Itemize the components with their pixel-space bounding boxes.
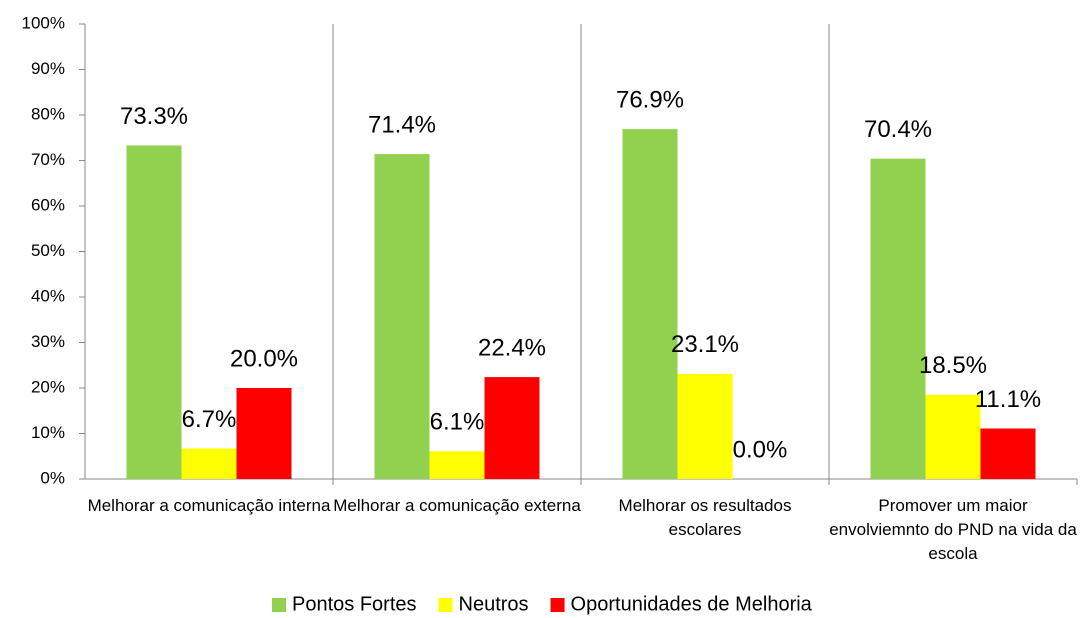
y-tick-label: 70%: [31, 150, 65, 169]
y-tick-label: 50%: [31, 241, 65, 260]
bar: [181, 448, 237, 479]
y-tick-label: 30%: [31, 332, 65, 351]
bar: [925, 394, 981, 479]
data-label: 0.0%: [733, 436, 788, 463]
legend-label: Neutros: [459, 593, 529, 615]
legend-label: Pontos Fortes: [292, 593, 417, 615]
x-tick-label: Promover um maior envolviemnto do PND na…: [829, 496, 1077, 563]
x-tick-label: Melhorar a comunicação externa: [333, 496, 581, 515]
data-label: 73.3%: [120, 103, 188, 130]
data-label: 23.1%: [671, 331, 739, 358]
legend-swatch: [272, 598, 286, 612]
legend-label: Oportunidades de Melhoria: [571, 593, 813, 615]
y-tick-label: 80%: [31, 104, 65, 123]
legend-swatch: [550, 598, 565, 612]
data-label: 18.5%: [919, 352, 987, 379]
y-tick-label: 10%: [31, 423, 65, 442]
bar: [622, 129, 678, 480]
data-label: 70.4%: [864, 116, 932, 143]
y-tick-label: 40%: [31, 286, 65, 305]
bar: [429, 451, 485, 479]
bar: [236, 388, 292, 479]
bar: [126, 145, 182, 480]
bar: [870, 158, 926, 479]
y-tick-label: 60%: [31, 195, 65, 214]
y-tick-label: 0%: [40, 468, 65, 487]
bar: [484, 377, 540, 479]
data-label: 71.4%: [368, 111, 436, 138]
y-tick-label: 20%: [31, 377, 65, 396]
y-tick-label: 100%: [22, 13, 65, 32]
y-tick-label: 90%: [31, 59, 65, 78]
x-tick-label: Melhorar os resultados escolares: [618, 496, 792, 539]
data-label: 6.1%: [430, 409, 485, 436]
bar: [677, 373, 733, 479]
data-label: 11.1%: [975, 386, 1041, 413]
data-label: 76.9%: [616, 86, 684, 113]
data-label: 6.7%: [182, 406, 237, 433]
x-tick-label: Melhorar a comunicação interna: [87, 496, 331, 515]
data-label: 20.0%: [230, 345, 298, 372]
bar: [980, 428, 1036, 479]
data-label: 22.4%: [478, 334, 546, 361]
legend-swatch: [438, 598, 453, 612]
bar: [374, 154, 430, 479]
